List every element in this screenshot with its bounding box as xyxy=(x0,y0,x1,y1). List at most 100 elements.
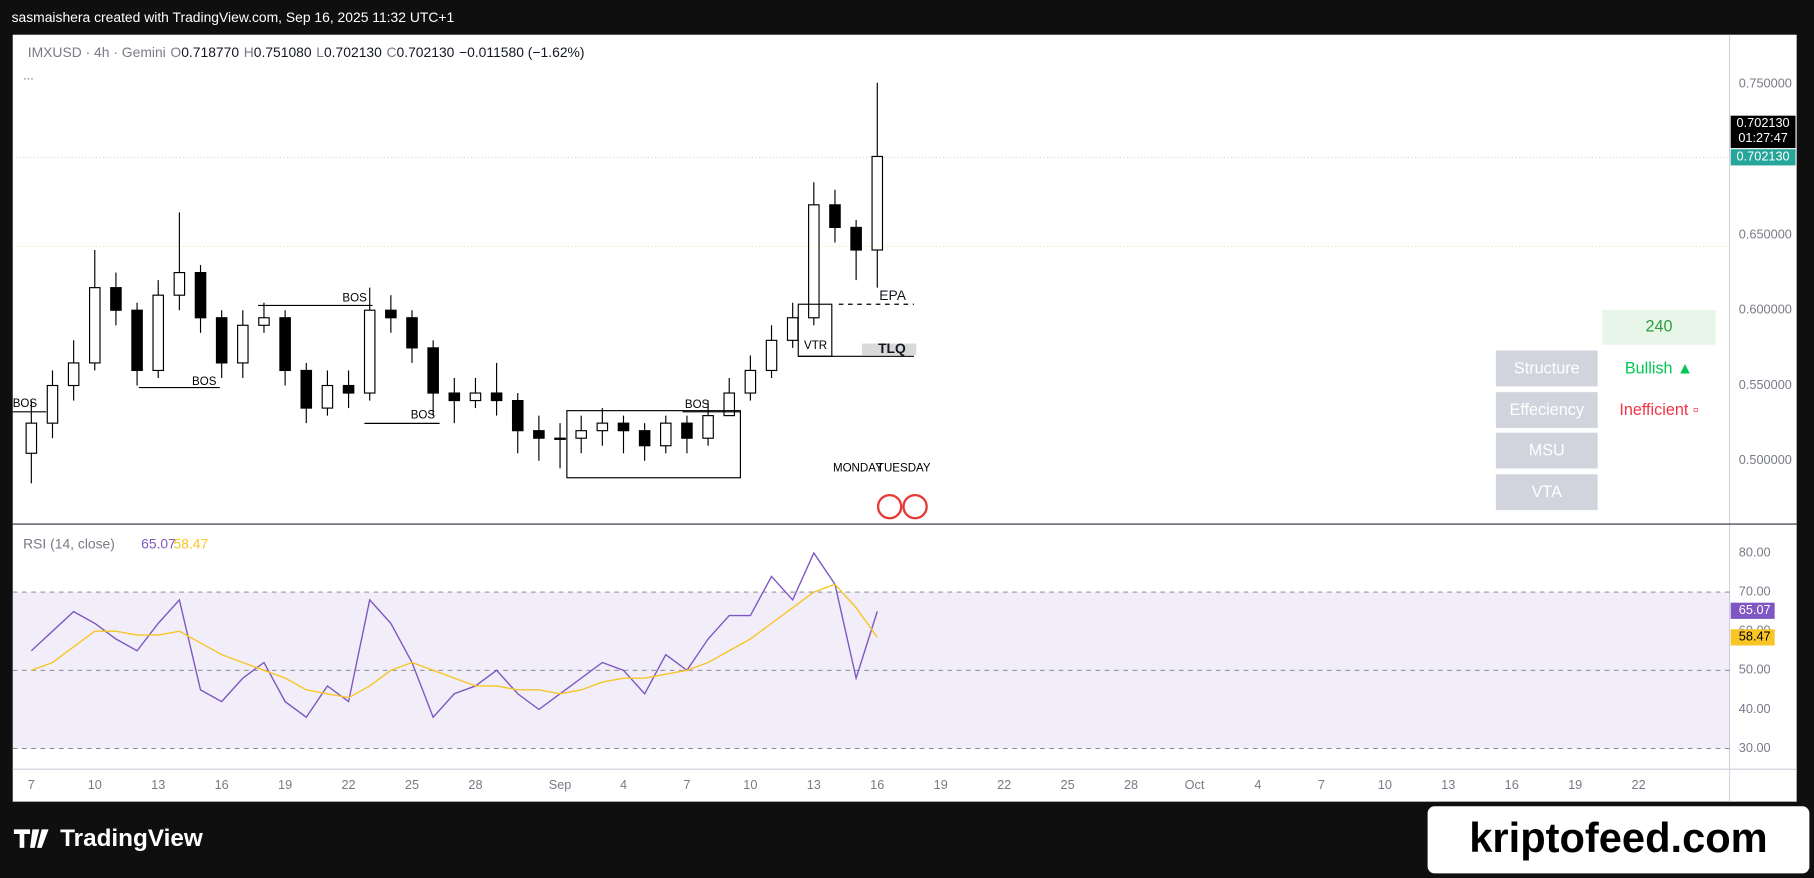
brand: TradingView xyxy=(60,825,203,852)
row-box xyxy=(1495,432,1598,469)
candle-body xyxy=(342,384,355,394)
candle-body xyxy=(258,317,270,326)
candle-body xyxy=(533,430,545,439)
candle-body xyxy=(110,287,122,311)
candle-body xyxy=(617,422,630,432)
epa-label: EPA xyxy=(879,287,906,303)
candle-body xyxy=(829,204,841,228)
x-tick-label: 19 xyxy=(1568,777,1582,792)
x-tick-label: 19 xyxy=(278,777,292,792)
y-tick-label: 30.00 xyxy=(1739,740,1771,755)
candle-body xyxy=(702,415,714,439)
candle-body xyxy=(871,155,884,251)
x-tick-label: 16 xyxy=(1505,777,1519,792)
y-tick-label: 50.00 xyxy=(1739,662,1771,677)
rsi-line xyxy=(30,551,878,719)
candle-body xyxy=(46,384,59,424)
top-bar-text: sasmaishera created with TradingView.com… xyxy=(12,9,455,25)
candle-body xyxy=(511,399,524,432)
candle-body xyxy=(152,294,165,372)
watermark: kriptofeed.com xyxy=(1469,814,1767,861)
x-tick-label: 22 xyxy=(997,777,1011,792)
y-tick-label: 0.750000 xyxy=(1739,76,1792,91)
last-price-box xyxy=(1730,115,1796,149)
x-tick-label: 4 xyxy=(1254,777,1261,792)
candle-body xyxy=(490,392,503,402)
x-tick-label: 28 xyxy=(1124,777,1138,792)
candle-body xyxy=(575,430,587,439)
row-box xyxy=(1495,392,1598,429)
candle-body xyxy=(765,339,778,372)
annotations: BOS BOS BOS BOS BOS VTR EPA TLQ MONDAY T… xyxy=(13,287,931,520)
row-label: MSU xyxy=(1529,441,1565,459)
tv-logo xyxy=(13,829,49,848)
row-status: Inefficient ▫ xyxy=(1619,401,1698,419)
status-widget: 240 Structure Bullish ▲ Effeciency Ineff… xyxy=(1495,310,1716,511)
x-tick-label: 13 xyxy=(807,777,821,792)
candle-body xyxy=(660,422,672,447)
candle-body xyxy=(363,309,376,394)
x-tick-label: 25 xyxy=(1061,777,1075,792)
event-flag[interactable] xyxy=(876,493,903,520)
header-part: 0.751080 xyxy=(254,44,312,60)
x-tick-label: 25 xyxy=(405,777,419,792)
candle-body xyxy=(88,287,101,364)
tlq-zone xyxy=(861,343,917,356)
candle-body xyxy=(681,422,693,439)
symbol-line: IMXUSD · 4h · Gemini O0.718770 H0.751080 L0… xyxy=(28,44,585,60)
candle-body xyxy=(554,437,566,440)
y-tick-label: 70.00 xyxy=(1739,583,1771,598)
y-tick-label: 80.00 xyxy=(1739,544,1771,559)
x-tick-label: 10 xyxy=(1378,777,1392,792)
candle-body xyxy=(385,309,397,319)
x-tick-label: Sep xyxy=(549,777,572,792)
day-label: TUESDAY xyxy=(877,463,931,475)
candle-body xyxy=(723,392,736,417)
price-labels: 0.702130 01:27:47 0.702130 xyxy=(1730,115,1796,166)
ma-value: 58.47 xyxy=(174,536,209,552)
timeframe-box xyxy=(1602,310,1716,345)
candle-body xyxy=(131,309,143,372)
close-box xyxy=(1730,149,1796,166)
x-tick-label: 10 xyxy=(88,777,102,792)
y-tick-label: 0.500000 xyxy=(1739,452,1792,467)
x-tick-label: 13 xyxy=(151,777,165,792)
watermark-box xyxy=(1427,806,1810,874)
timeframe: 240 xyxy=(1645,318,1672,336)
bos-label: BOS xyxy=(192,376,217,388)
x-tick-label: 19 xyxy=(934,777,948,792)
x-tick-label: 10 xyxy=(743,777,757,792)
candle-body xyxy=(279,317,291,372)
event-flag[interactable] xyxy=(902,493,928,520)
row-label: VTA xyxy=(1532,483,1562,501)
header-part: L xyxy=(316,44,324,60)
x-tick-label: 22 xyxy=(341,777,355,792)
footer: TradingView kriptofeed.com xyxy=(13,806,1810,874)
rsi-title: RSI (14, close) xyxy=(23,536,115,552)
countdown: 01:27:47 xyxy=(1738,130,1788,145)
x-tick-label: 22 xyxy=(1632,777,1646,792)
candle-body xyxy=(173,272,186,296)
header-part: 0.718770 xyxy=(181,44,239,60)
rsi-value: 65.07 xyxy=(141,536,176,552)
row-label: Effeciency xyxy=(1510,401,1585,419)
x-tick-label: 28 xyxy=(468,777,482,792)
y-tick-label: 0.550000 xyxy=(1739,377,1792,392)
candle-body xyxy=(25,422,38,454)
row-box xyxy=(1495,474,1598,511)
candle-body xyxy=(850,226,862,251)
rsi-band xyxy=(12,592,1730,749)
tlq-label: TLQ xyxy=(878,340,906,356)
bos-label: BOS xyxy=(342,292,367,304)
x-tick-label: 7 xyxy=(1318,777,1325,792)
candle-body xyxy=(237,324,249,364)
header-part: 0.702130 xyxy=(397,44,455,60)
x-tick-label: 7 xyxy=(683,777,690,792)
x-tick-label: 4 xyxy=(620,777,627,792)
bos-label: BOS xyxy=(13,398,38,410)
y-tick-label: 0.650000 xyxy=(1739,226,1792,241)
y-tick-label: 40.00 xyxy=(1739,701,1771,716)
